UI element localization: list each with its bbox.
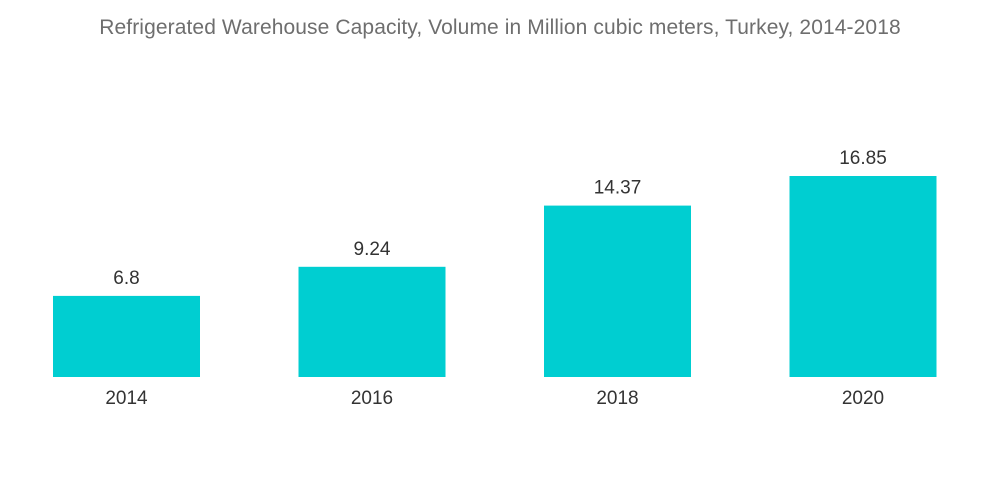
x-tick-label-2018: 2018 (596, 388, 638, 409)
chart-title: Refrigerated Warehouse Capacity, Volume … (99, 16, 901, 39)
value-label-2014: 6.8 (113, 268, 139, 289)
value-label-2020: 16.85 (839, 148, 887, 169)
bar-2020 (789, 176, 937, 377)
x-tick-label-2020: 2020 (842, 388, 884, 409)
bar-2016 (298, 266, 446, 377)
bar-2014 (53, 295, 200, 377)
x-tick-label-2014: 2014 (105, 388, 148, 409)
value-label-2018: 14.37 (594, 178, 642, 199)
x-tick-label-2016: 2016 (351, 388, 393, 409)
value-label-2016: 9.24 (354, 239, 391, 260)
bar-2018 (544, 205, 691, 377)
